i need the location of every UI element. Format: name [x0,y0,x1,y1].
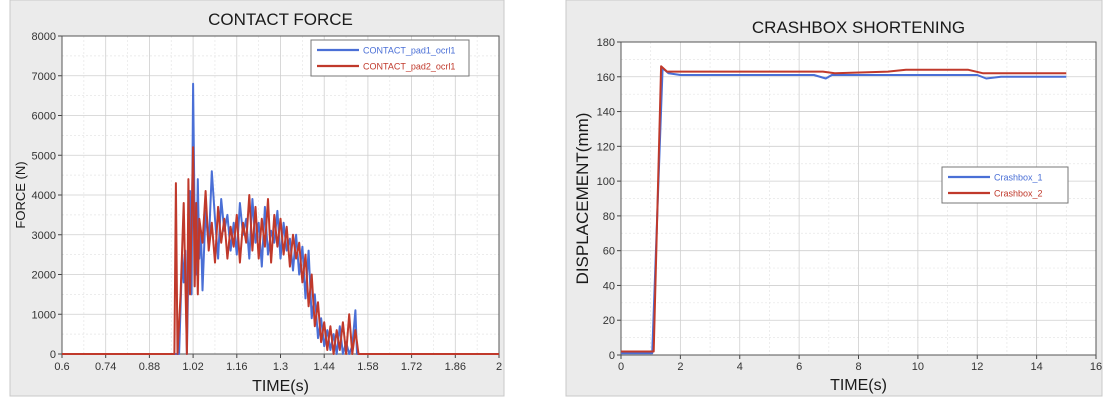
legend-box [941,166,1069,204]
y-tick-label: 4000 [32,190,56,202]
y-tick-label: 1000 [32,309,56,321]
y-tick-label: 120 [597,141,615,153]
y-tick-label: 180 [597,37,615,49]
crashbox-shortening-plot: 0 2 4 6 8 10 12 14 16020406080100120140160180CRA… [565,0,1103,397]
x-tick-label: 16 [1090,361,1102,373]
crashbox-shortening-chart: 0 2 4 6 8 10 12 14 16 0 20 40 60 80 100 120 140 160 180 CRA… [565,0,1103,397]
x-axis-label: TIME(s) [252,378,309,395]
series-line-2 [621,65,1067,353]
x-tick-label: 2 [677,361,683,373]
y-tick-label: 160 [597,72,615,84]
y-tick-label: 40 [603,280,615,292]
chart-title: CRASHBOX SHORTENING [752,18,965,37]
legend-label: Crashbox_2 [994,189,1043,199]
x-tick-label: 12 [971,361,983,373]
legend-box [310,39,470,77]
x-tick-label: 0.6 [54,361,69,373]
x-tick-label: 1.72 [401,361,422,373]
series-line-2 [62,146,499,355]
x-tick-label: 6 [796,361,802,373]
y-tick-label: 100 [597,176,615,188]
y-tick-label: 5000 [32,150,56,162]
x-tick-label: 10 [912,361,924,373]
y-tick-label: 0 [50,349,56,361]
x-tick-label: 14 [1031,361,1043,373]
y-tick-label: 20 [603,315,615,327]
x-tick-label: 1.02 [182,361,203,373]
plot-border [61,35,500,355]
y-tick-label: 8000 [32,31,56,43]
y-tick-label: 60 [603,246,615,258]
x-axis-label: TIME(s) [830,377,887,394]
x-tick-label: 0 [618,361,624,373]
y-tick-label: 140 [597,107,615,119]
y-tick-label: 3000 [32,230,56,242]
y-tick-label: 0 [609,350,615,362]
legend-label: Crashbox_1 [994,173,1043,183]
x-tick-label: 4 [737,361,743,373]
contact-force-chart: 0.6 0.74 0.88 1.02 1.16 1.3 1.44 1.58 1.72 1.86 2 0… [9,0,505,397]
x-tick-label: 0.88 [139,361,160,373]
y-tick-label: 7000 [32,71,56,83]
contact-force-plot: 0.6 0.74 0.88 1.02 1.16 1.3 1.44 1.58 1.72 1.86 20… [9,0,505,397]
x-tick-label: 0.74 [95,361,116,373]
x-tick-label: 1.58 [357,361,378,373]
y-tick-label: 6000 [32,111,56,123]
chart-title: CONTACT FORCE [208,10,353,29]
y-axis-label: FORCE (N) [13,161,28,228]
x-tick-label: 8 [855,361,861,373]
y-tick-label: 80 [603,211,615,223]
y-axis-label: DISPLACEMENT(mm) [573,113,592,285]
x-tick-label: 1.16 [226,361,247,373]
plot-border [620,41,1097,356]
legend-label: CONTACT_pad2_ocrl1 [363,62,455,72]
y-tick-label: 2000 [32,270,56,282]
legend: Crashbox_1 Crashbox_2 [941,166,1069,204]
legend: CONTACT_pad1_ocrl1 CONTACT_pad2_ocrl1 [310,39,470,77]
x-tick-label: 1.3 [273,361,288,373]
legend-label: CONTACT_pad1_ocrl1 [363,46,455,56]
x-tick-label: 1.44 [313,361,334,373]
x-tick-label: 2 [496,361,502,373]
x-tick-label: 1.86 [445,361,466,373]
